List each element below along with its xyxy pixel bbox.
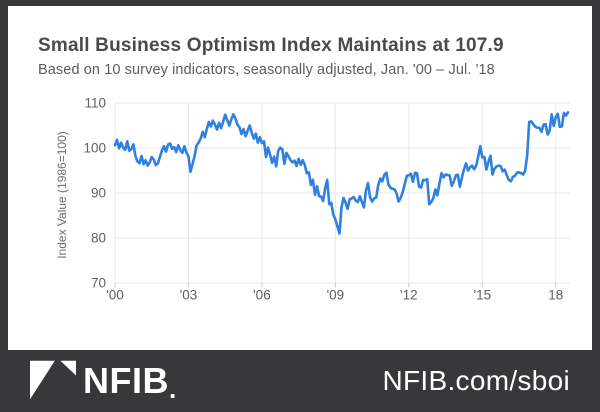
x-axis-tick-label: '03 bbox=[180, 288, 198, 303]
x-axis-tick-label: '09 bbox=[327, 288, 345, 303]
y-axis-tick-label: 90 bbox=[91, 186, 106, 201]
page-subtitle: Based on 10 survey indicators, seasonall… bbox=[38, 62, 495, 78]
x-axis-tick-label: '15 bbox=[474, 288, 492, 303]
y-axis-tick-label: 110 bbox=[84, 96, 106, 111]
optimism-index-line-chart: 70 80 90 100 110 '00 '03 '06 '09 '12 '15 18 bbox=[83, 96, 570, 303]
footer-link[interactable]: NFIB.com/sboi bbox=[382, 365, 570, 396]
x-axis-tick-label: '00 bbox=[106, 288, 124, 303]
page-title: Small Business Optimism Index Maintains … bbox=[38, 35, 504, 56]
y-axis-tick-label: 70 bbox=[91, 276, 106, 291]
optimism-index-series-line bbox=[113, 111, 570, 235]
x-axis-tick-label: 18 bbox=[548, 288, 563, 303]
x-axis-tick-label: '12 bbox=[400, 288, 418, 303]
footer-bar: NFIB . NFIB.com/sboi bbox=[0, 350, 600, 412]
nfib-flag-icon bbox=[30, 360, 76, 400]
y-axis-tick-label: 80 bbox=[91, 231, 106, 246]
chart-card: Small Business Optimism Index Maintains … bbox=[8, 6, 592, 350]
x-axis-tick-label: '06 bbox=[253, 288, 271, 303]
nfib-logo: NFIB . bbox=[30, 359, 176, 403]
nfib-logo-trademark-dot: . bbox=[169, 374, 177, 404]
nfib-logo-text: NFIB bbox=[83, 360, 169, 401]
y-axis-tick-label: 100 bbox=[83, 141, 106, 156]
